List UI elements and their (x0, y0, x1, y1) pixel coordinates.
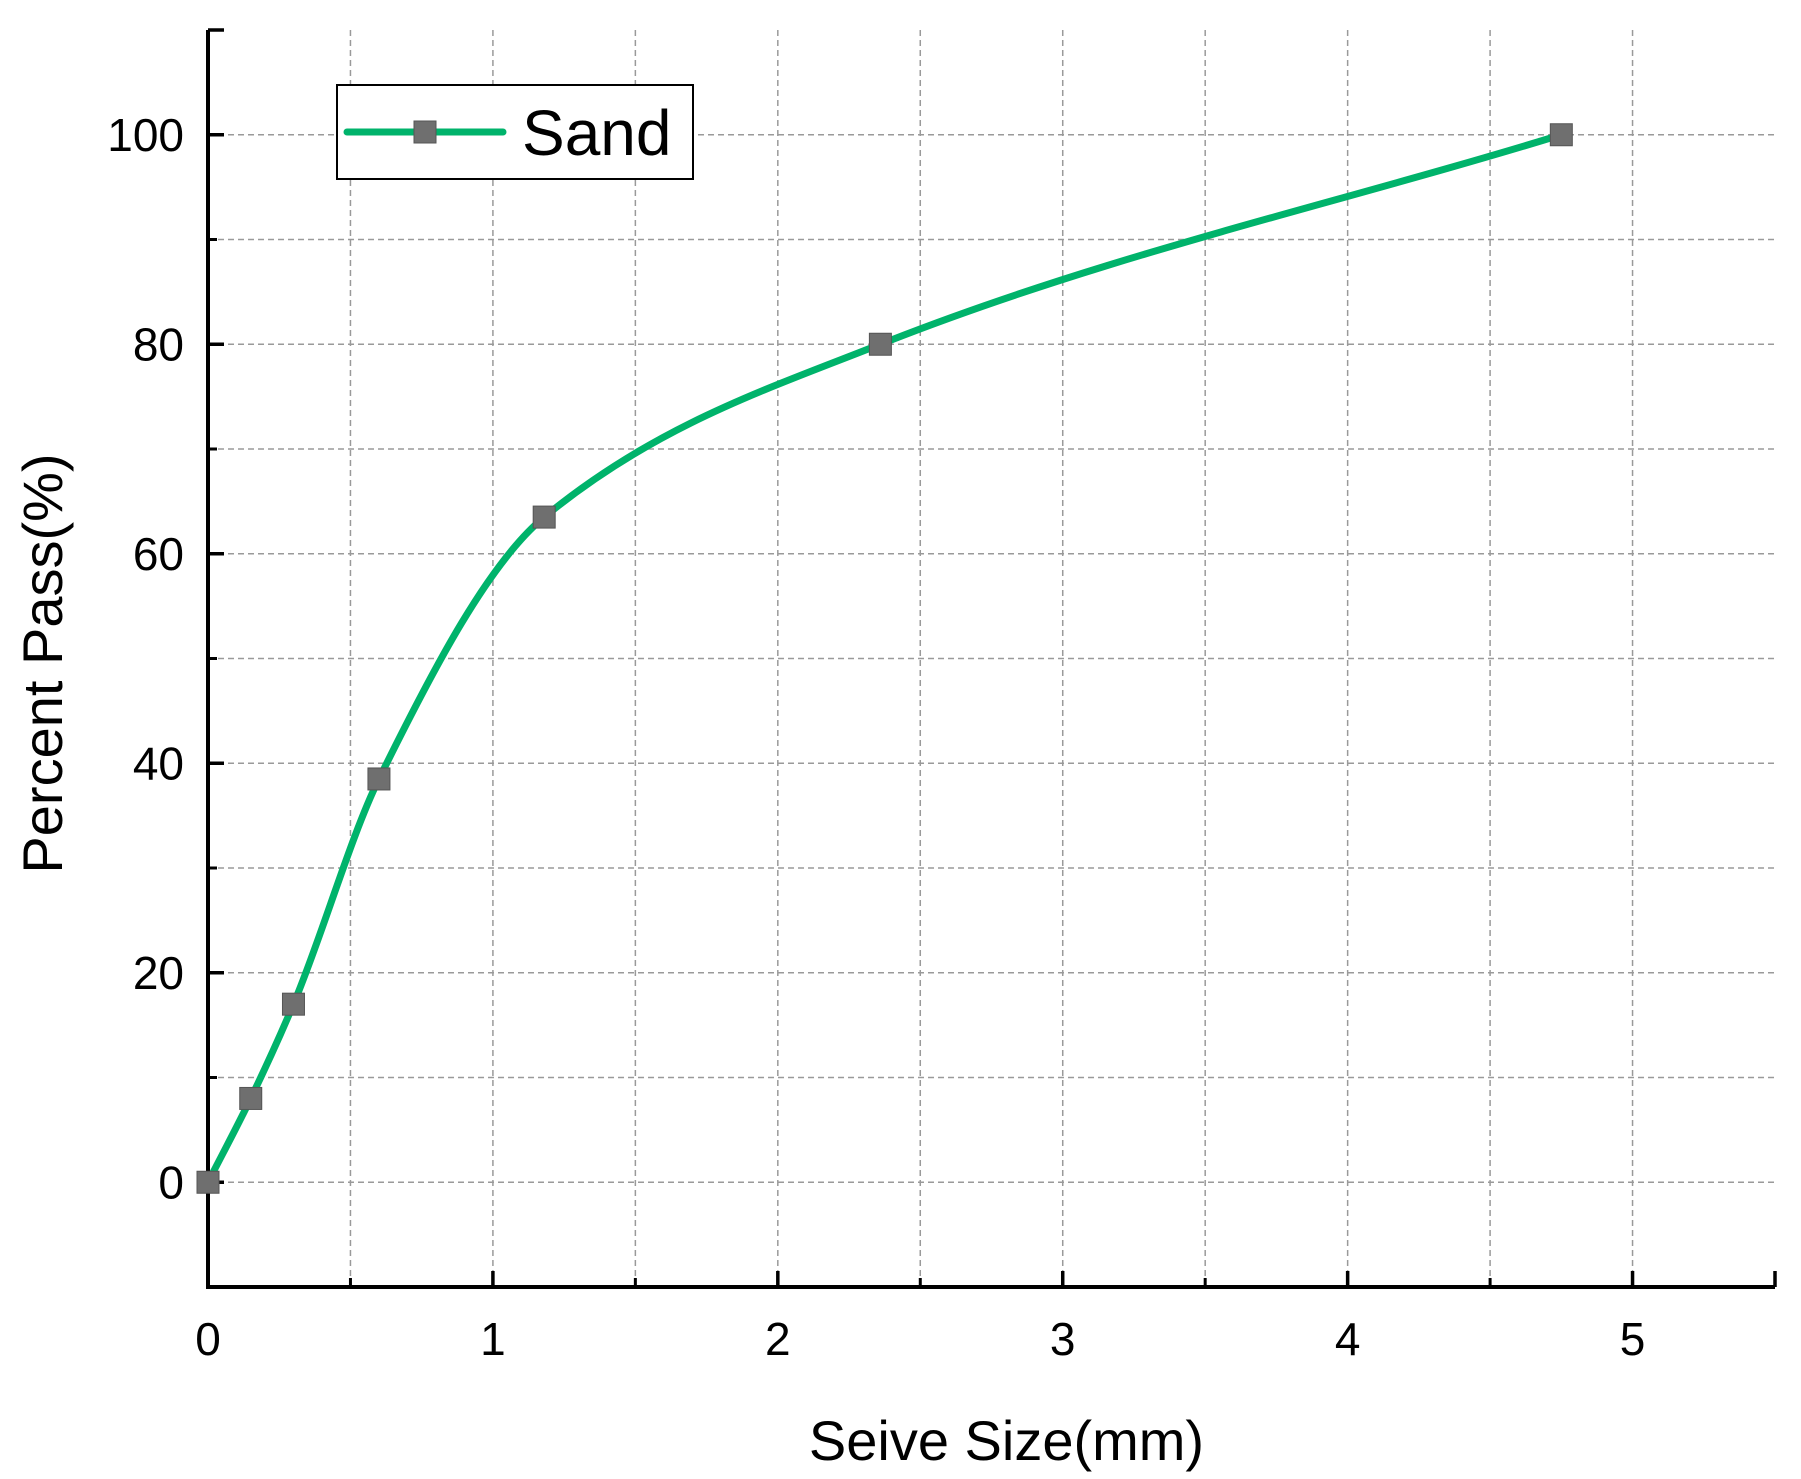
x-tick-label: 4 (1335, 1313, 1361, 1365)
y-tick-label: 80 (133, 318, 184, 370)
legend: Sand (336, 84, 694, 180)
y-tick-label: 60 (133, 528, 184, 580)
data-point-marker (532, 505, 556, 529)
y-tick-label: 100 (107, 109, 184, 161)
data-point-marker (196, 1170, 220, 1194)
series-line-sand (204, 131, 1565, 1186)
x-tick-label: 2 (765, 1313, 791, 1365)
y-tick-label: 40 (133, 737, 184, 789)
y-tick-label: 20 (133, 947, 184, 999)
data-point-marker (281, 992, 305, 1016)
data-point-marker (367, 767, 391, 791)
x-tick-label: 1 (480, 1313, 506, 1365)
data-point-marker (239, 1086, 263, 1110)
x-axis-title: Seive Size(mm) (809, 1409, 1204, 1472)
x-tick-label: 3 (1050, 1313, 1076, 1365)
axes (206, 28, 1777, 1289)
data-point-marker (1549, 123, 1573, 147)
data-point-marker (868, 332, 892, 356)
x-tick-label: 0 (195, 1313, 221, 1365)
labels-layer: 0 1 2 3 4 5 0 20 40 60 80 100 Seive Size(mm) Percent … (11, 109, 1645, 1472)
legend-marker-swatch (413, 120, 437, 144)
y-tick-label: 0 (158, 1156, 184, 1208)
series-layer (196, 123, 1573, 1194)
y-axis-title: Percent Pass(%) (11, 453, 74, 873)
x-tick-label: 5 (1620, 1313, 1646, 1365)
legend-label: Sand (522, 97, 671, 169)
